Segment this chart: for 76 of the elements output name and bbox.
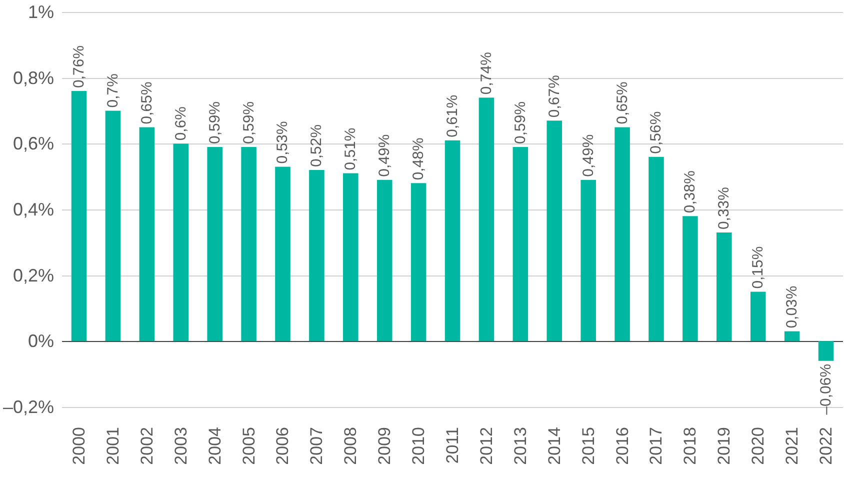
bar bbox=[784, 331, 800, 342]
data-label: 0,76% bbox=[70, 45, 88, 88]
data-label: 0,74% bbox=[478, 52, 495, 95]
x-tick-label: 2003 bbox=[171, 427, 190, 465]
data-label: 0,59% bbox=[206, 101, 224, 144]
bar bbox=[716, 232, 732, 342]
data-label: 0,15% bbox=[750, 246, 767, 289]
x-tick-label: 2017 bbox=[646, 427, 666, 465]
data-label: 0,56% bbox=[648, 111, 665, 154]
data-label: 0,65% bbox=[614, 82, 631, 124]
data-label: 0,53% bbox=[274, 121, 292, 164]
y-tick-label: 0,2% bbox=[13, 265, 54, 286]
y-tick-label: 1% bbox=[28, 2, 54, 22]
data-label: 0,7% bbox=[104, 74, 122, 108]
x-tick-label: 2013 bbox=[510, 427, 530, 465]
bar bbox=[750, 292, 766, 342]
data-label: 0,38% bbox=[682, 170, 699, 214]
bar bbox=[818, 341, 834, 361]
y-tick-label: 0% bbox=[28, 331, 54, 352]
bar bbox=[410, 183, 426, 342]
bar bbox=[614, 127, 630, 342]
bar bbox=[309, 170, 324, 342]
x-tick-label: 2015 bbox=[578, 427, 598, 465]
bar bbox=[343, 173, 358, 342]
x-tick-label: 2011 bbox=[443, 427, 462, 464]
data-label: 0,48% bbox=[410, 138, 428, 180]
bar bbox=[241, 146, 256, 342]
bar bbox=[478, 98, 494, 342]
data-label: 0,03% bbox=[784, 286, 801, 328]
bar bbox=[207, 146, 222, 342]
x-tick-label: 2001 bbox=[103, 427, 122, 465]
y-tick-label: 0,6% bbox=[13, 134, 54, 154]
bar bbox=[139, 127, 155, 342]
x-tick-label: 2018 bbox=[680, 427, 700, 465]
data-label: 0,49% bbox=[580, 134, 597, 177]
data-label: 0,6% bbox=[172, 106, 190, 141]
bar bbox=[682, 216, 698, 342]
x-tick-label: 2020 bbox=[748, 427, 768, 465]
data-label: 0,52% bbox=[308, 124, 326, 167]
x-tick-label: 2012 bbox=[476, 427, 496, 465]
y-tick-label: –0,2% bbox=[2, 397, 54, 417]
x-tick-label: 2000 bbox=[70, 427, 89, 465]
data-label: 0,59% bbox=[512, 101, 529, 144]
bar bbox=[71, 91, 87, 342]
x-tick-label: 2005 bbox=[239, 427, 258, 465]
data-label: 0,65% bbox=[138, 82, 156, 124]
bar bbox=[105, 110, 121, 342]
data-label: 0,61% bbox=[444, 94, 462, 138]
bar bbox=[275, 166, 290, 342]
data-label: 0,33% bbox=[716, 186, 733, 230]
bar bbox=[376, 180, 392, 342]
y-tick-label: 0,4% bbox=[13, 200, 54, 220]
bar bbox=[580, 180, 596, 342]
bar bbox=[648, 156, 664, 342]
data-label: 0,67% bbox=[546, 75, 563, 118]
x-tick-label: 2022 bbox=[816, 427, 836, 465]
x-tick-label: 2021 bbox=[782, 427, 802, 465]
x-tick-label: 2009 bbox=[375, 427, 394, 465]
bar bbox=[512, 146, 528, 342]
x-tick-label: 2014 bbox=[544, 427, 564, 465]
x-tick-label: 2004 bbox=[205, 427, 224, 465]
x-tick-label: 2002 bbox=[137, 427, 156, 465]
data-label: 0,59% bbox=[240, 101, 258, 144]
data-label: –0,06% bbox=[818, 364, 835, 415]
data-label: 0,51% bbox=[342, 128, 360, 170]
bar bbox=[444, 140, 460, 342]
bar bbox=[546, 120, 562, 342]
x-tick-label: 2008 bbox=[341, 427, 360, 465]
y-tick-label: 0,8% bbox=[13, 68, 54, 88]
x-tick-label: 2016 bbox=[612, 427, 632, 465]
x-tick-label: 2007 bbox=[307, 427, 326, 465]
x-tick-label: 2010 bbox=[409, 427, 428, 465]
data-label: 0,49% bbox=[376, 134, 394, 177]
bar bbox=[173, 144, 189, 342]
x-tick-label: 2019 bbox=[714, 427, 734, 465]
x-tick-label: 2006 bbox=[273, 427, 292, 465]
